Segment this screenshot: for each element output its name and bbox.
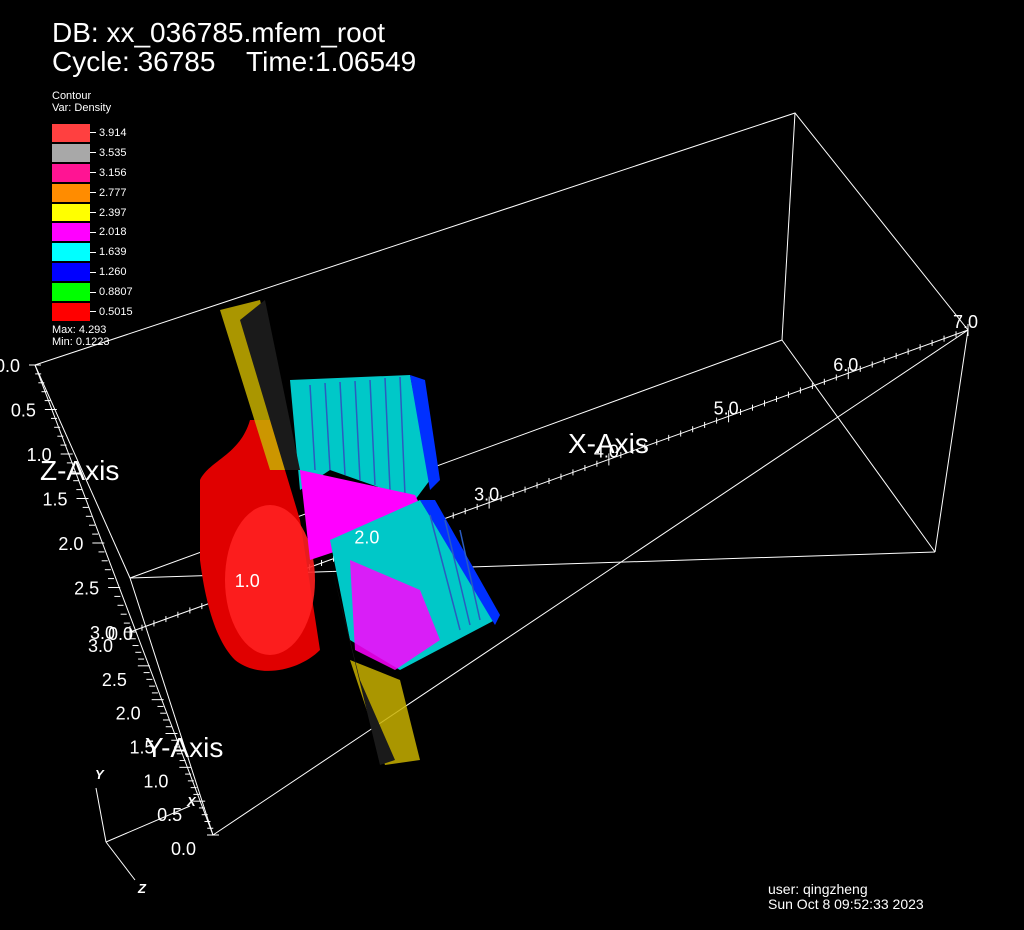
legend-tick xyxy=(90,291,96,293)
legend-swatch xyxy=(52,243,90,262)
legend-value: 3.535 xyxy=(99,146,127,159)
z-tick-label: 2.5 xyxy=(74,579,99,599)
date-label: Sun Oct 8 09:52:33 2023 xyxy=(768,896,924,912)
legend-swatch xyxy=(52,283,90,302)
x-tick-label: 4.0 xyxy=(594,441,619,461)
legend-tick xyxy=(90,251,96,253)
y-tick-label: 1.0 xyxy=(143,771,168,791)
user-label: user: qingzheng xyxy=(768,881,868,897)
x-tick-label: 6.0 xyxy=(833,355,858,375)
legend-value: 0.8807 xyxy=(99,286,133,299)
legend-value: 2.018 xyxy=(99,226,127,239)
legend-swatch xyxy=(52,143,90,162)
x-tick-label: 1.0 xyxy=(235,571,260,591)
legend-entry: 3.156 xyxy=(52,163,192,183)
origin-tick-label: 0.0 xyxy=(108,624,133,644)
z-axis-title: Z-Axis xyxy=(40,455,119,486)
x-tick-label: 7.0 xyxy=(953,312,978,332)
legend-swatch xyxy=(52,263,90,282)
y-axis-title: Y-Axis xyxy=(145,732,223,763)
legend-entry: 1.639 xyxy=(52,242,192,262)
legend-plot-type: Contour xyxy=(52,90,92,102)
x-tick-label: 5.0 xyxy=(714,398,739,418)
legend-entry: 3.535 xyxy=(52,143,192,163)
y-tick-label: 2.0 xyxy=(116,704,141,724)
legend-swatch xyxy=(52,303,90,321)
legend-value: 1.260 xyxy=(99,266,127,279)
legend-swatch xyxy=(52,203,90,222)
legend-min: Min: 0.1223 xyxy=(52,335,110,348)
legend-color-bar: 3.914 3.535 3.156 2.777 2.397 2.018 1.639 1.260… xyxy=(52,123,192,322)
y-tick-label: 1.5 xyxy=(130,738,155,758)
legend-tick xyxy=(90,132,96,134)
legend-swatch xyxy=(52,163,90,182)
contour-magenta-core xyxy=(300,470,420,560)
legend-max: Max: 4.293 xyxy=(52,323,107,336)
contour-cyan-upper xyxy=(290,375,430,500)
database-title: DB: xx_036785.mfem_root xyxy=(52,17,386,48)
legend-entry: 1.260 xyxy=(52,262,192,282)
x-axis-title: X-Axis xyxy=(568,428,649,459)
density-contours xyxy=(200,300,500,765)
legend-tick xyxy=(90,192,96,194)
legend-entry: 0.8807 xyxy=(52,282,192,302)
y-tick-label: 0.0 xyxy=(171,839,196,859)
orientation-triad xyxy=(95,787,191,881)
y-tick-label: 2.5 xyxy=(102,670,127,690)
z-tick-label: 0.5 xyxy=(11,401,36,421)
y-tick-label: 3.0 xyxy=(88,636,113,656)
triad-y-label: Y xyxy=(95,767,105,782)
legend-variable: Var: Density xyxy=(52,102,112,114)
legend-swatch xyxy=(52,124,90,142)
z-tick-label: 0.0 xyxy=(0,356,20,376)
legend-tick xyxy=(90,152,96,154)
x-tick-label: 2.0 xyxy=(354,528,379,548)
legend-entry: 2.397 xyxy=(52,203,192,223)
legend-value: 1.639 xyxy=(99,246,127,259)
legend-swatch xyxy=(52,223,90,242)
legend-entry: 2.018 xyxy=(52,222,192,242)
legend-entry: 3.914 xyxy=(52,123,192,143)
legend-swatch xyxy=(52,183,90,202)
contour-legend: Contour Var: Density 3.914 3.535 3.156 2.77… xyxy=(52,90,192,348)
triad-x-label: X xyxy=(186,794,197,809)
legend-value: 3.914 xyxy=(99,126,127,139)
triad-z-label: Z xyxy=(137,881,147,896)
z-axis-ticks xyxy=(29,364,219,836)
legend-value: 2.397 xyxy=(99,206,127,219)
cycle-time-label: Cycle: 36785 Time:1.06549 xyxy=(52,46,417,77)
z-tick-label: 1.5 xyxy=(43,490,68,510)
legend-tick xyxy=(90,172,96,174)
legend-value: 3.156 xyxy=(99,166,127,179)
footer-info: user: qingzheng Sun Oct 8 09:52:33 2023 xyxy=(768,882,924,912)
z-tick-label: 3.0 xyxy=(90,623,115,643)
legend-tick xyxy=(90,271,96,273)
z-tick-label: 1.0 xyxy=(27,445,52,465)
legend-entry: 2.777 xyxy=(52,183,192,203)
legend-tick xyxy=(90,212,96,213)
legend-entry: 0.5015 xyxy=(52,302,192,322)
legend-value: 0.5015 xyxy=(99,305,133,318)
z-tick-label: 2.0 xyxy=(58,534,83,554)
x-tick-label: 3.0 xyxy=(474,485,499,505)
legend-tick xyxy=(90,311,96,313)
legend-tick xyxy=(90,231,96,233)
legend-value: 2.777 xyxy=(99,186,127,199)
